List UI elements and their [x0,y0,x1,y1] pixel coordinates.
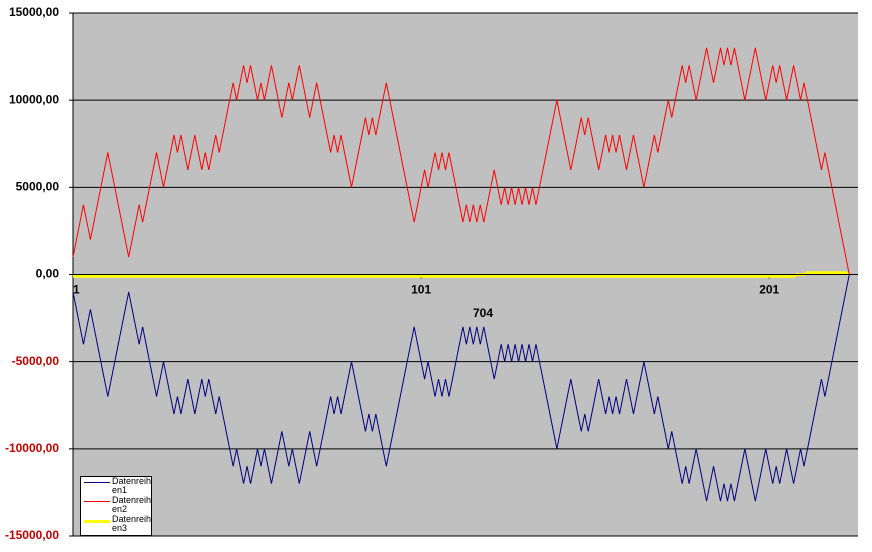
legend: Datenreihen1 Datenreihen2 Datenreihen3 [80,476,152,536]
legend-swatch [84,520,110,523]
y-tick-label: 15000,00 [9,5,59,19]
x-tick-label: 101 [411,283,431,297]
annotation: 704 [473,306,493,320]
x-tick-label: 1 [73,283,80,297]
series-line [72,274,850,502]
legend-entry: Datenreihen2 [81,496,151,515]
y-tick-label: 5000,00 [16,180,60,194]
legend-label: Datenreihen2 [112,495,152,514]
legend-label: Datenreihen1 [112,476,152,495]
y-tick-label: -15000,00 [5,528,59,542]
legend-entry: Datenreihen3 [81,515,151,534]
series-line [72,47,850,275]
y-tick-label: 0,00 [36,267,60,281]
y-tick-label: -5000,00 [12,354,60,368]
legend-swatch [84,482,110,483]
legend-label: Datenreihen3 [112,514,152,533]
series-line [73,271,850,278]
x-tick-label: 201 [759,283,779,297]
legend-entry: Datenreihen1 [81,477,151,496]
y-tick-label: 10000,00 [9,92,59,106]
y-tick-label: -10000,00 [5,441,59,455]
legend-swatch [84,501,110,502]
